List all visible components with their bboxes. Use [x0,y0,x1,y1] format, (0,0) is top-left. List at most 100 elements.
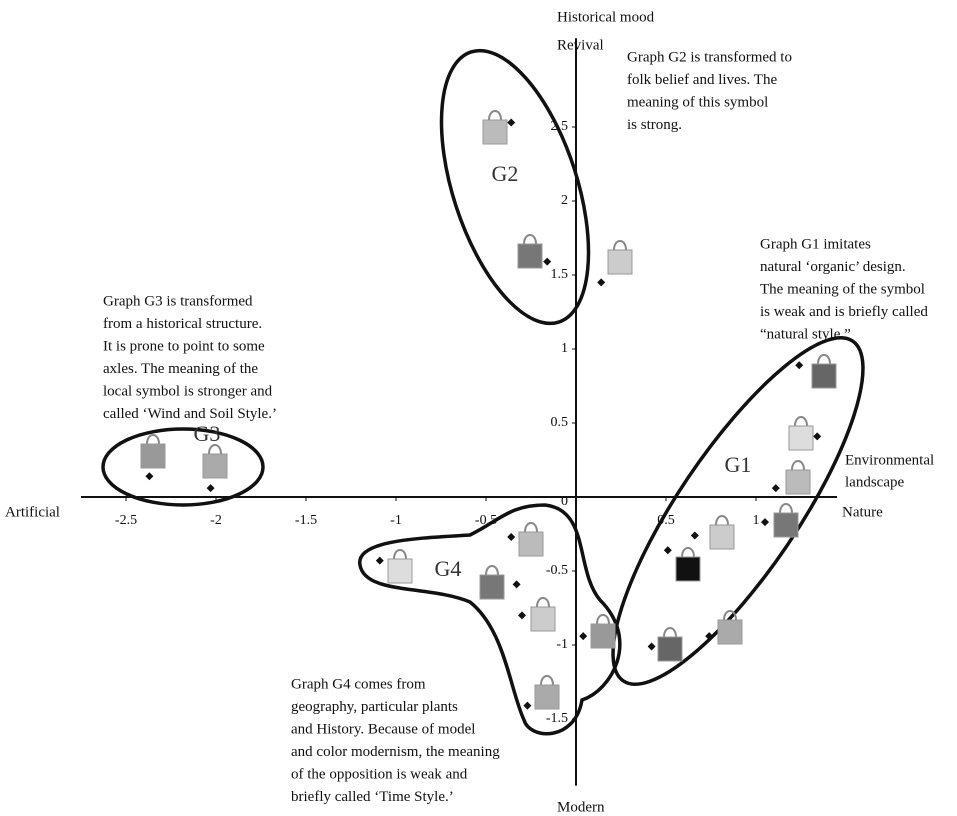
point [579,632,588,641]
x-tick-label: 1 [753,513,760,528]
bag-body [607,249,633,275]
y-tick-label: -1.5 [546,711,568,726]
bag-handle [540,675,554,686]
bag-body [811,363,837,389]
point [761,518,769,527]
group-label: G4 [435,556,462,581]
annotation: and History. Because of model [291,721,475,737]
point [543,257,552,266]
bag-body [590,623,616,649]
annotation: briefly called ‘Time Style.’ [291,789,454,805]
y-tick-label: 2 [561,193,568,208]
bag-body [709,524,735,550]
annotation: “natural style.” [760,326,851,342]
bag-handle [596,614,610,625]
y-tick-label: -1 [556,637,568,652]
annotation: and color modernism, the meaning [291,744,500,760]
y-tick-label: -0.5 [546,563,568,578]
axis-label: Revival [557,37,604,53]
y-tick-label: 0.5 [551,415,569,430]
annotation: It is prone to point to some [103,338,265,354]
x-tick-label: -0.5 [475,513,497,528]
bag-handle [723,610,737,621]
annotation: is weak and is briefly called [760,304,928,320]
bag-handle [663,627,677,638]
bag-handle [791,460,805,471]
annotation: of the opposition is weak and [291,766,468,782]
bag-handle [485,565,499,576]
annotation: axles. The meaning of the [103,361,258,377]
bag-body [518,531,544,557]
group-outline [358,503,622,736]
bag-handle [613,240,627,251]
annotation: is strong. [627,117,682,133]
point [507,118,516,127]
point [813,432,822,441]
point [518,611,526,620]
point [512,580,521,589]
annotation: from a historical structure. [103,316,262,332]
annotation: Graph G2 is transformed to [627,49,792,65]
annotation: Graph G3 is transformed [103,293,253,309]
point [795,361,804,370]
bag-handle [779,503,793,514]
x-tick-label: -2 [210,513,222,528]
point [663,546,672,555]
point [597,278,606,287]
bag-handle [536,597,550,608]
point [507,532,516,541]
group-outline [439,48,591,326]
y-tick-label: 1 [561,341,568,356]
x-tick-label: -1 [390,513,402,528]
bag-body [517,243,543,269]
bag-body [534,684,560,710]
bag-handle [523,234,537,245]
bag-handle [817,354,831,365]
group-outline [611,336,865,686]
bag-icons [140,110,837,710]
point [771,484,780,493]
bag-handle [488,110,502,121]
group-label: G2 [492,161,519,186]
bag-body [530,606,556,632]
bag-handle [524,522,538,533]
bag-handle [393,549,407,560]
bag-body [717,619,743,645]
annotation: folk belief and lives. The [627,72,777,88]
point [647,642,656,651]
annotation: called ‘Wind and Soil Style.’ [103,406,277,422]
group-outline [101,427,265,507]
annotation: Graph G4 comes from [291,676,426,692]
group-label: G3 [194,421,221,446]
bag-body [785,469,811,495]
annotation: geography, particular plants [291,699,458,715]
annotation: local symbol is stronger and [103,383,273,399]
bag-body [140,443,166,469]
axis-label: Nature [842,504,883,520]
point [705,632,714,641]
axis-label: Environmental [845,452,934,468]
axis-label: landscape [845,474,904,490]
bag-body [773,512,799,538]
bag-body [675,556,701,582]
bag-body [482,119,508,145]
y-tick-label: 0 [561,494,568,509]
point [523,701,532,710]
bag-handle [146,434,160,445]
x-tick-label: 0.5 [657,513,675,528]
bag-body [479,574,505,600]
bag-body [788,425,814,451]
axis-label: Artificial [5,504,60,520]
annotation: meaning of this symbol [627,94,768,110]
bag-body [657,636,683,662]
y-tick-label: 2.5 [551,119,569,134]
group-label: G1 [725,452,752,477]
point [145,472,154,481]
annotation: The meaning of the symbol [760,281,925,297]
group-outlines [101,48,865,736]
bag-handle [715,515,729,526]
x-tick-label: -1.5 [295,513,317,528]
point [206,484,215,493]
bag-body [202,453,228,479]
